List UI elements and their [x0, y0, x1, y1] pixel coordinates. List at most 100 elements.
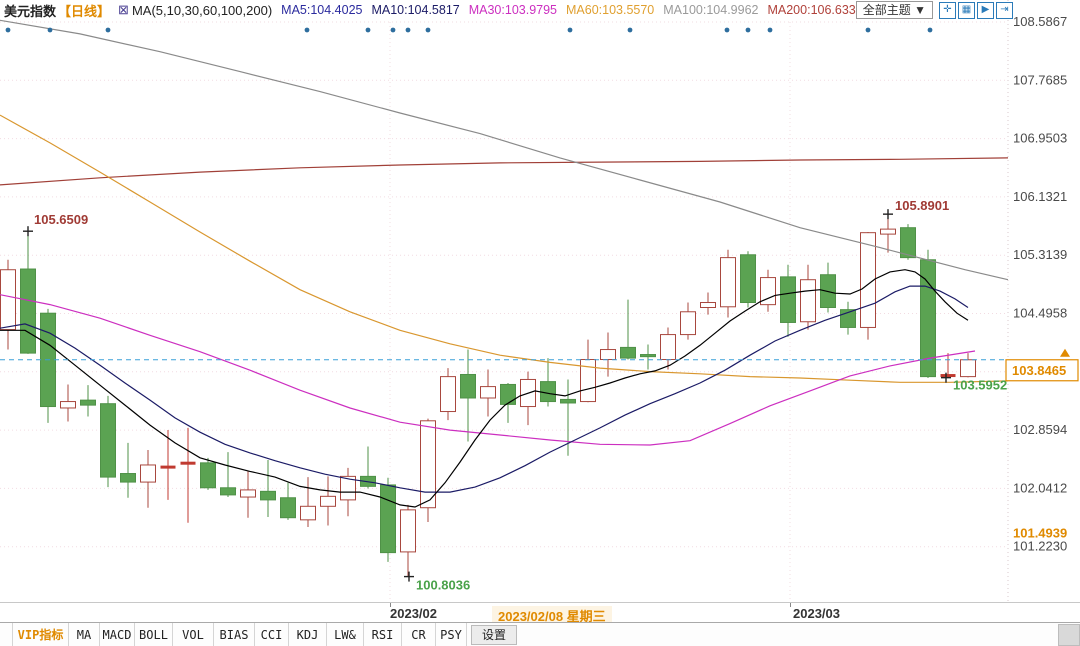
candle: [200, 457, 216, 490]
candle-body: [400, 509, 416, 553]
last-price-box: [1005, 359, 1079, 382]
resize-grip[interactable]: [1058, 624, 1080, 646]
event-marker-icon[interactable]: [927, 27, 933, 33]
indicator-tab-设置[interactable]: 设置: [471, 624, 517, 645]
candle-body: [960, 359, 976, 378]
price-annotation: 100.8036: [416, 578, 470, 593]
event-marker-icon[interactable]: [767, 27, 773, 33]
indicator-toolbar: VIP指标 MA MACD BOLL VOL BIAS CCI KDJ LW& RSI CR PSY 设…: [0, 622, 1080, 646]
candle: [780, 264, 796, 337]
y-axis-label: 102.0412: [1013, 480, 1067, 495]
event-marker-icon[interactable]: [365, 27, 371, 33]
ma-value-label: MA60:103.5570: [566, 3, 655, 17]
ma-line-ma5: [0, 269, 969, 508]
ma-group-label: MA(5,10,30,60,100,200): [131, 2, 273, 18]
y-axis-label: 104.4958: [1013, 305, 1067, 320]
indicator-tab-lw&[interactable]: LW&: [327, 623, 364, 646]
event-marker-icon[interactable]: [627, 27, 633, 33]
candle-body: [940, 374, 956, 378]
candle: [320, 476, 336, 526]
candle-body: [780, 276, 796, 323]
toolbar-lead: [0, 623, 13, 646]
event-marker-icon[interactable]: [47, 27, 53, 33]
shift-right-icon[interactable]: ⇥: [995, 1, 1013, 19]
ma-line-ma30: [0, 294, 976, 446]
event-marker-icon[interactable]: [105, 27, 111, 33]
indicator-tab-bias[interactable]: BIAS: [214, 623, 255, 646]
candle-body: [140, 464, 156, 483]
price-chart: 105.6509 105.8901 100.8036 103.5952 108.5867…: [0, 0, 1079, 602]
candle: [180, 427, 196, 523]
event-marker-icon[interactable]: [865, 27, 871, 33]
indicator-tab-rsi[interactable]: RSI: [364, 623, 402, 646]
event-marker-icon[interactable]: [425, 27, 431, 33]
price-annotation: 105.6509: [34, 212, 88, 227]
indicator-tab-kdj[interactable]: KDJ: [289, 623, 327, 646]
candle-body: [900, 227, 916, 259]
candle: [600, 332, 616, 377]
header-icon-buttons: ✛ ▦ ▶ ⇥: [938, 1, 1015, 19]
candle-body: [180, 461, 196, 465]
theme-dropdown[interactable]: 全部主题 ▼: [855, 1, 933, 19]
period-label[interactable]: 【日线】: [58, 3, 111, 19]
candle-body: [220, 487, 236, 496]
indicator-tab-ma[interactable]: MA: [69, 623, 100, 646]
candle: [740, 251, 756, 308]
ma-value-label: MA30:103.9795: [468, 3, 557, 17]
candle: [580, 339, 596, 403]
indicator-tab-cci[interactable]: CCI: [255, 623, 289, 646]
ma-values: MA5:104.4025 MA10:104.5817 MA30:103.9795 MA…: [272, 3, 856, 17]
candle: [40, 308, 56, 423]
event-marker-icon[interactable]: [5, 27, 11, 33]
indicator-tab-psy[interactable]: PSY: [436, 623, 467, 646]
ma-value-label: MA100:104.9962: [663, 3, 759, 17]
date-axis: 2023/02 2023/02/08 星期三 2023/03: [0, 602, 1080, 625]
candle-body: [60, 401, 76, 409]
x-axis-tick: [390, 603, 391, 607]
split-pane-icon[interactable]: ▦: [957, 1, 975, 19]
ma-line-ma60: [0, 114, 1009, 383]
candle-body: [80, 399, 96, 406]
event-marker-icon[interactable]: [405, 27, 411, 33]
indicator-tab-macd[interactable]: MACD: [100, 623, 135, 646]
x-axis-date-label: 2023/02: [390, 606, 437, 621]
candle-body: [500, 383, 516, 405]
candle: [700, 292, 716, 315]
y-axis-label: 102.8594: [1013, 422, 1067, 437]
candle: [840, 301, 856, 335]
last-price-value: 103.8465: [1012, 363, 1066, 378]
indicator-tab-vol[interactable]: VOL: [173, 623, 214, 646]
candle: [960, 353, 976, 378]
candle: [140, 450, 156, 508]
chart-type-icon[interactable]: ⊠: [118, 2, 129, 17]
candle-body: [540, 381, 556, 403]
y-axis-label: 106.9503: [1013, 131, 1067, 146]
candle: [440, 368, 456, 421]
candle: [100, 395, 116, 488]
candle-body: [560, 398, 576, 404]
y-axis-label: 101.2230: [1013, 539, 1067, 554]
candle: [760, 269, 776, 312]
price-annotation: 105.8901: [895, 198, 949, 213]
event-marker-icon[interactable]: [724, 27, 730, 33]
selected-date-label: 2023/02/08 星期三: [492, 606, 612, 625]
play-forward-icon[interactable]: ▶: [976, 1, 994, 19]
chart-area: 105.6509 105.8901 100.8036 103.5952 108.5867…: [0, 0, 1079, 602]
indicator-tab-vip指标[interactable]: VIP指标: [13, 623, 69, 646]
event-marker-icon[interactable]: [745, 27, 751, 33]
event-marker-icon[interactable]: [567, 27, 573, 33]
indicator-tab-boll[interactable]: BOLL: [135, 623, 173, 646]
candle: [620, 299, 636, 360]
candle: [820, 262, 836, 313]
candle-body: [440, 376, 456, 413]
indicator-tab-cr[interactable]: CR: [402, 623, 436, 646]
header-bar: 美元指数 【日线】 ⊠ MA(5,10,30,60,100,200) MA5:1…: [0, 0, 1080, 20]
pan-icon[interactable]: ✛: [938, 1, 956, 19]
candle-body: [700, 302, 716, 308]
event-marker-icon[interactable]: [390, 27, 396, 33]
candle-body: [800, 279, 816, 323]
event-marker-icon[interactable]: [304, 27, 310, 33]
candle: [540, 358, 556, 407]
candle-body: [380, 484, 396, 554]
candle: [560, 379, 576, 456]
